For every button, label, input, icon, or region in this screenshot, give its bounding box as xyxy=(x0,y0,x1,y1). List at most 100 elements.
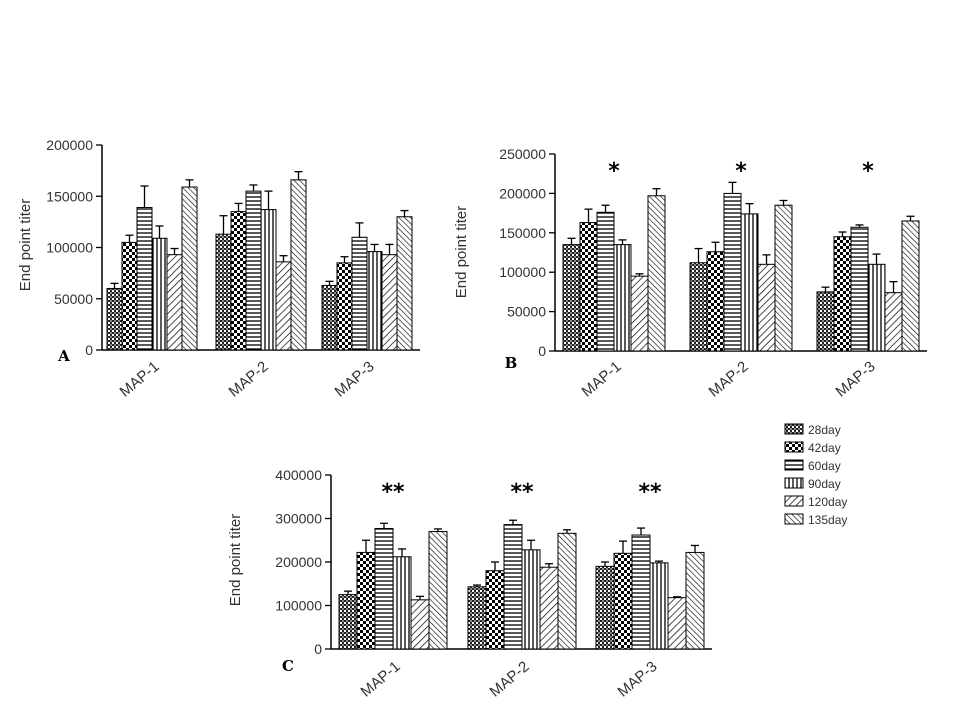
bar xyxy=(631,534,651,650)
legend-label: 135day xyxy=(808,513,847,527)
bar xyxy=(181,186,198,351)
panel-a-chart: 0 50000 100000 150000 200000 End point titer M… xyxy=(17,137,420,401)
bar xyxy=(667,597,687,650)
legend: 28day 42day 60day 90day 120day 135day xyxy=(784,423,847,527)
bar xyxy=(381,254,398,351)
significance-mark: * xyxy=(735,159,747,184)
bar xyxy=(884,292,903,352)
y-tick-label: 200000 xyxy=(499,185,546,201)
category-label: MAP-1 xyxy=(579,358,625,400)
category-label: MAP-3 xyxy=(833,358,879,400)
bar xyxy=(428,531,448,650)
bar xyxy=(850,226,869,352)
bar xyxy=(151,237,168,351)
legend-swatch xyxy=(784,495,804,507)
legend-swatch xyxy=(784,513,804,525)
bar xyxy=(579,222,598,352)
bar xyxy=(647,195,666,352)
y-tick-label: 200000 xyxy=(275,554,322,570)
bar xyxy=(467,586,487,650)
panel-letter: A xyxy=(57,347,70,365)
y-tick-label: 100000 xyxy=(499,264,546,280)
bar xyxy=(901,220,920,352)
y-tick-label: 150000 xyxy=(46,188,93,204)
y-tick-label: 50000 xyxy=(54,291,93,307)
y-tick-label: 0 xyxy=(314,641,322,657)
bar xyxy=(685,551,705,650)
panel-letter: C xyxy=(282,657,294,675)
legend-label: 120day xyxy=(808,495,847,509)
bar xyxy=(816,291,835,352)
bar xyxy=(613,244,632,352)
legend-swatch xyxy=(784,423,804,435)
bar xyxy=(649,562,669,650)
significance-mark: * xyxy=(608,159,620,184)
bar xyxy=(260,209,277,351)
bar xyxy=(706,251,725,352)
legend-label: 42day xyxy=(808,441,841,455)
bar xyxy=(392,556,412,650)
bar xyxy=(215,233,232,351)
bar xyxy=(356,551,376,650)
bar xyxy=(106,288,123,351)
bar xyxy=(562,244,581,352)
y-axis-label: End point titer xyxy=(227,514,244,607)
bar xyxy=(351,236,368,351)
bar xyxy=(275,261,292,351)
y-tick-label: 100000 xyxy=(275,598,322,614)
bar xyxy=(336,262,353,351)
bar xyxy=(136,207,153,351)
bar xyxy=(410,599,430,650)
legend-label: 60day xyxy=(808,459,841,473)
panel-b-chart: 0 50000 100000 150000 200000 250000 End point … xyxy=(453,146,927,401)
y-tick-label: 0 xyxy=(538,343,546,359)
y-tick-label: 50000 xyxy=(507,304,546,320)
bar xyxy=(338,594,358,650)
y-tick-label: 250000 xyxy=(499,146,546,162)
panel-letter: B xyxy=(505,354,518,372)
category-label: MAP-1 xyxy=(117,358,163,400)
bar xyxy=(485,570,505,650)
y-tick-label: 100000 xyxy=(46,240,93,256)
bar xyxy=(596,211,615,352)
bar xyxy=(613,552,633,650)
legend-label: 28day xyxy=(808,423,841,437)
bar xyxy=(867,263,886,352)
y-tick-label: 150000 xyxy=(499,225,546,241)
category-label: MAP-3 xyxy=(615,658,661,700)
bar xyxy=(503,524,523,650)
bar xyxy=(166,254,183,351)
bar xyxy=(757,263,776,352)
y-axis-label: End point titer xyxy=(17,199,34,292)
y-axis-label: End point titer xyxy=(453,206,470,299)
bar xyxy=(366,251,383,351)
category-label: MAP-2 xyxy=(487,658,533,700)
category-label: MAP-2 xyxy=(706,358,752,400)
significance-mark: ** xyxy=(510,480,534,505)
y-tick-label: 300000 xyxy=(275,511,322,527)
bar xyxy=(230,211,247,351)
y-tick-label: 200000 xyxy=(46,137,93,153)
panel-c-chart: 0 100000 200000 300000 400000 End point titer… xyxy=(227,467,712,701)
category-label: MAP-1 xyxy=(358,658,404,700)
legend-swatch xyxy=(784,459,804,471)
legend-swatch xyxy=(784,441,804,453)
bar xyxy=(833,236,852,352)
category-label: MAP-2 xyxy=(226,358,272,400)
bar xyxy=(557,532,577,650)
bar xyxy=(396,216,413,351)
bar xyxy=(374,528,394,650)
legend-label: 90day xyxy=(808,477,841,491)
bar xyxy=(290,179,307,351)
bar xyxy=(774,204,793,352)
significance-mark: * xyxy=(862,159,874,184)
y-tick-label: 0 xyxy=(85,342,93,358)
bar xyxy=(539,566,559,650)
bar xyxy=(740,213,759,352)
bar xyxy=(689,262,708,352)
bar xyxy=(723,192,742,352)
significance-mark: ** xyxy=(381,480,405,505)
bar xyxy=(321,284,338,351)
bar xyxy=(521,549,541,650)
bar xyxy=(595,565,615,650)
